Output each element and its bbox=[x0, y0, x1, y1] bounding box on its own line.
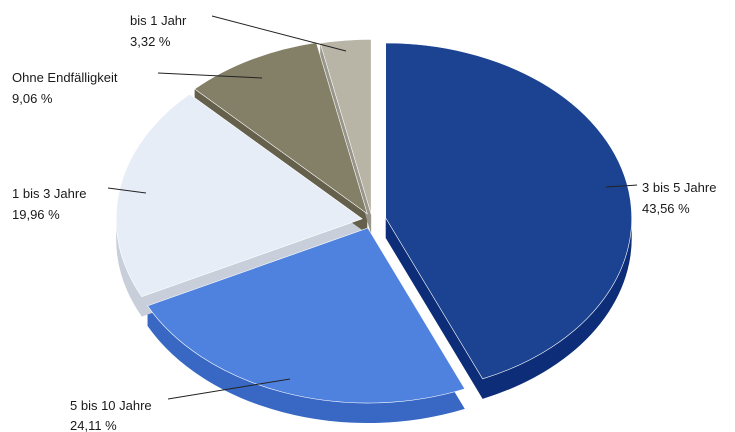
value-bis-1-jahr: 3,32 % bbox=[130, 34, 171, 49]
label-bis-1-jahr: bis 1 Jahr bbox=[130, 13, 187, 28]
label-1-bis-3-jahre: 1 bis 3 Jahre bbox=[12, 186, 86, 201]
label-ohne-endfaelligkeit: Ohne Endfälligkeit bbox=[12, 70, 118, 85]
value-3-bis-5-jahre: 43,56 % bbox=[642, 201, 690, 216]
label-5-bis-10-jahre: 5 bis 10 Jahre bbox=[70, 398, 152, 413]
leader-line-4 bbox=[212, 16, 346, 51]
value-5-bis-10-jahre: 24,11 % bbox=[70, 418, 117, 432]
value-ohne-endfaelligkeit: 9,06 % bbox=[12, 91, 53, 106]
label-3-bis-5-jahre: 3 bis 5 Jahre bbox=[642, 180, 716, 195]
value-1-bis-3-jahre: 19,96 % bbox=[12, 207, 60, 222]
